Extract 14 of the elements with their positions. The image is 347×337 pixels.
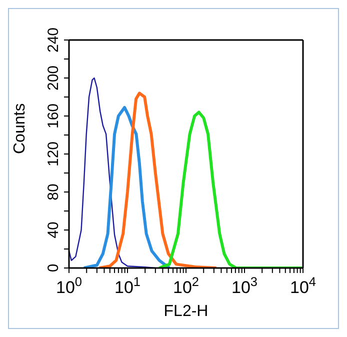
y-tick-label: 80 <box>45 184 62 200</box>
y-tick-label: 200 <box>45 65 62 91</box>
y-axis-title: Counts <box>12 103 29 154</box>
x-tick-label: 10$^{4}$ <box>290 274 316 297</box>
x-tick-label: 10$^{0}$ <box>56 274 82 297</box>
x-tick-label: 10$^{2}$ <box>172 274 200 297</box>
x-tick-label: 10$^{3}$ <box>231 274 258 297</box>
y-tick-label: 160 <box>45 103 62 129</box>
y-tick-label: 120 <box>45 141 62 167</box>
x-axis-title: FL2-H <box>164 303 208 320</box>
y-tick-label: 40 <box>45 222 62 238</box>
y-tick-label: 240 <box>45 27 62 53</box>
y-tick-label: 0 <box>45 264 62 272</box>
x-tick-label: 10$^{1}$ <box>114 274 141 297</box>
